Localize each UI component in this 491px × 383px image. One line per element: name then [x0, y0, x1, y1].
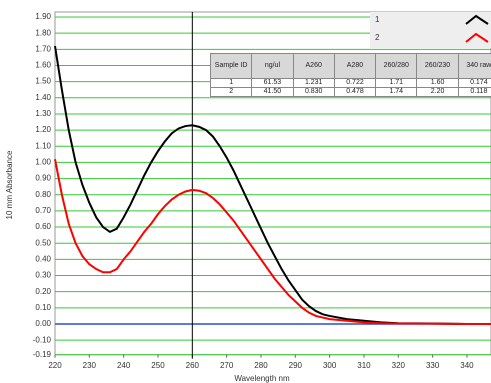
y-tick-label: 1.00	[35, 158, 51, 167]
column-header: Sample ID	[209, 53, 253, 79]
y-tick-label: 1.80	[35, 28, 51, 37]
table-cell: 1.60	[416, 78, 459, 88]
x-tick-label: 270	[220, 361, 234, 370]
y-tick-label: 1.20	[35, 125, 51, 134]
legend-label: 1	[375, 15, 380, 24]
table-row: 1 61.53 1.231 0.722 1.71 1.60 0.174	[209, 78, 491, 88]
table-cell: 2.20	[416, 87, 459, 97]
legend-label: 2	[375, 33, 380, 42]
column-header: 260/280	[375, 53, 418, 79]
x-axis-label: Wavelength nm	[234, 374, 290, 383]
y-tick-label: 0.50	[35, 238, 51, 247]
x-tick-label: 230	[83, 361, 97, 370]
x-tick-label: 320	[392, 361, 406, 370]
y-tick-label: 1.50	[35, 77, 51, 86]
column-header: A260	[292, 53, 335, 79]
table-cell: 1.231	[292, 78, 335, 88]
y-tick-label: 0.00	[35, 319, 51, 328]
column-header: 340 raw	[457, 53, 491, 79]
y-tick-label: 0.80	[35, 190, 51, 199]
table-header: Sample ID ng/ul A260 A280 260/280 260/230 340 …	[209, 53, 491, 79]
x-tick-label: 310	[357, 361, 371, 370]
table-cell: 0.722	[333, 78, 377, 88]
table-cell: 0.118	[457, 87, 491, 97]
x-tick-label: 340	[460, 361, 474, 370]
legend-swatch	[465, 14, 489, 25]
x-tick-label: 280	[254, 361, 268, 370]
y-tick-label: 0.20	[35, 287, 51, 296]
x-tick-label: 220	[48, 361, 62, 370]
legend-box	[370, 12, 491, 48]
column-header: A280	[333, 53, 377, 79]
table-cell: 1	[209, 78, 253, 88]
y-tick-label: -0.10	[33, 335, 52, 344]
x-tick-label: 260	[186, 361, 200, 370]
y-tick-label: 0.60	[35, 222, 51, 231]
table-cell: 0.478	[333, 87, 377, 97]
table-row: 2 41.50 0.830 0.478 1.74 2.20 0.118	[209, 87, 491, 97]
y-tick-label: 1.30	[35, 109, 51, 118]
x-tick-label: 330	[426, 361, 440, 370]
x-tick-label: 290	[289, 361, 303, 370]
y-tick-label: 1.10	[35, 141, 51, 150]
table-cell: 1.71	[375, 78, 418, 88]
series-line	[54, 45, 491, 325]
table-cell: 41.50	[251, 87, 294, 97]
table-cell: 61.53	[251, 78, 294, 88]
legend-swatch	[465, 32, 489, 43]
y-axis-label: 10 mm Absorbance	[5, 150, 14, 219]
y-tick-label: 0.10	[35, 303, 51, 312]
table-body: 1 61.53 1.231 0.722 1.71 1.60 0.174 2 41.50 0.830…	[209, 78, 491, 97]
table-cell: 2	[209, 87, 253, 97]
y-tick-label: 1.90	[35, 12, 51, 21]
y-tick-label: -0.19	[33, 350, 52, 359]
x-tick-label: 250	[151, 361, 165, 370]
results-table: Sample ID ng/ul A260 A280 260/280 260/230 340 …	[209, 53, 491, 97]
y-tick-label: 0.90	[35, 174, 51, 183]
column-header: ng/ul	[251, 53, 294, 79]
y-tick-label: 1.70	[35, 44, 51, 53]
y-tick-label: 0.40	[35, 254, 51, 263]
column-header: 260/230	[416, 53, 459, 79]
table-cell: 1.74	[375, 87, 418, 97]
x-tick-label: 300	[323, 361, 337, 370]
x-tick-label: 240	[117, 361, 131, 370]
table-cell: 0.174	[457, 78, 491, 88]
series-line	[54, 158, 491, 325]
table-cell: 0.830	[292, 87, 335, 97]
y-tick-label: 0.70	[35, 206, 51, 215]
y-tick-label: 0.30	[35, 271, 51, 280]
y-tick-label: 1.60	[35, 61, 51, 70]
y-tick-label: 1.40	[35, 93, 51, 102]
